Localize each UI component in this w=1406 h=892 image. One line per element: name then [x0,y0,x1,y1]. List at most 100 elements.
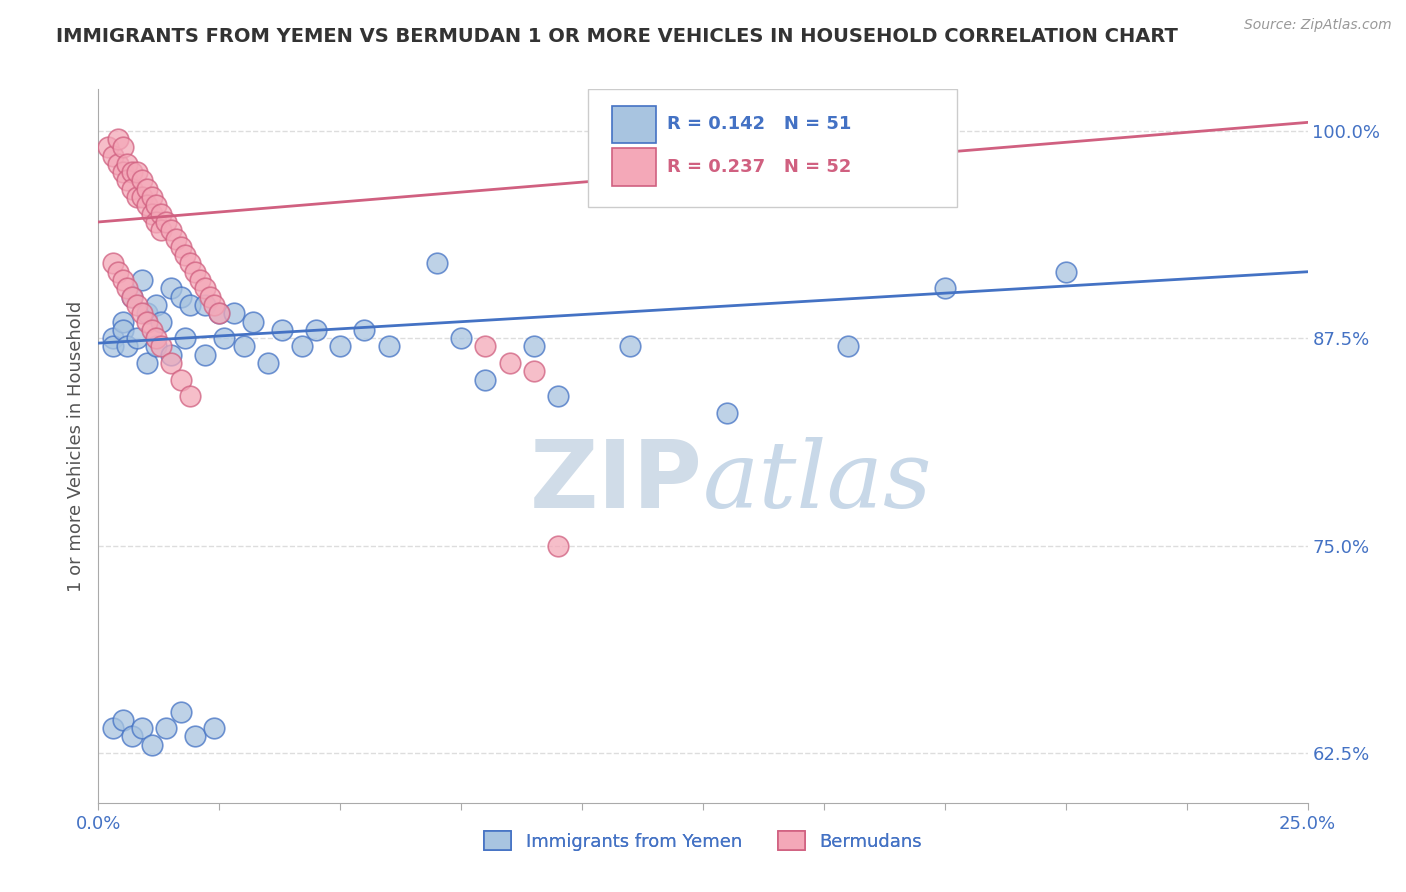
Point [256,356,278,370]
Point [208,306,231,320]
Point [208,306,231,320]
FancyBboxPatch shape [613,148,655,186]
Point [194,348,217,362]
Point [150,314,173,328]
Point [127,165,149,179]
Point [179,298,201,312]
Point [135,306,157,320]
Point [523,339,546,353]
FancyBboxPatch shape [588,89,957,207]
Point [305,323,328,337]
Point [212,331,235,345]
Point [111,314,134,328]
Point [165,231,187,245]
Point [547,539,569,553]
Point [111,323,134,337]
Point [135,182,157,196]
Point [117,339,139,353]
Point [1054,265,1077,279]
Point [101,331,124,345]
Point [474,373,496,387]
Point [127,331,149,345]
Point [145,331,167,345]
Point [155,721,177,735]
Point [523,364,546,378]
Point [194,281,217,295]
Point [97,140,120,154]
Point [150,207,173,221]
Legend: Immigrants from Yemen, Bermudans: Immigrants from Yemen, Bermudans [477,824,929,858]
Point [716,406,738,420]
Point [131,721,153,735]
Point [619,339,641,353]
Point [131,173,153,187]
Point [121,290,143,304]
Point [450,331,472,345]
Point [150,339,173,353]
Point [329,339,352,353]
Point [377,339,399,353]
Point [141,207,163,221]
Point [111,273,134,287]
Point [121,290,143,304]
Point [121,165,143,179]
Point [184,730,207,744]
Point [107,132,129,146]
Point [135,198,157,212]
Point [127,298,149,312]
Point [242,314,264,328]
Point [101,148,124,162]
Point [145,215,167,229]
FancyBboxPatch shape [613,105,655,143]
Point [188,273,211,287]
Point [426,256,449,270]
Point [111,713,134,727]
Point [160,281,183,295]
Point [121,730,143,744]
Point [135,314,157,328]
Point [353,323,375,337]
Point [145,198,167,212]
Point [169,240,191,254]
Point [150,223,173,237]
Point [837,339,859,353]
Point [204,721,226,735]
Point [179,389,201,403]
Point [131,306,153,320]
Point [101,721,124,735]
Point [145,298,167,312]
Point [117,157,139,171]
Text: R = 0.142   N = 51: R = 0.142 N = 51 [666,115,851,133]
Y-axis label: 1 or more Vehicles in Household: 1 or more Vehicles in Household [66,301,84,591]
Point [145,339,167,353]
Point [184,265,207,279]
Point [194,298,217,312]
Point [934,281,956,295]
Text: ZIP: ZIP [530,435,703,528]
Text: R = 0.237   N = 52: R = 0.237 N = 52 [666,158,851,176]
Text: IMMIGRANTS FROM YEMEN VS BERMUDAN 1 OR MORE VEHICLES IN HOUSEHOLD CORRELATION CH: IMMIGRANTS FROM YEMEN VS BERMUDAN 1 OR M… [56,27,1178,45]
Point [141,738,163,752]
Point [117,281,139,295]
Point [232,339,254,353]
Point [160,223,183,237]
Point [271,323,294,337]
Point [198,290,221,304]
Text: Source: ZipAtlas.com: Source: ZipAtlas.com [1244,18,1392,32]
Point [160,356,183,370]
Point [131,273,153,287]
Point [107,265,129,279]
Point [204,298,226,312]
Point [169,290,191,304]
Point [121,182,143,196]
Point [101,339,124,353]
Point [131,190,153,204]
Point [101,256,124,270]
Point [498,356,520,370]
Point [290,339,312,353]
Point [135,356,157,370]
Point [222,306,245,320]
Point [141,190,163,204]
Point [155,215,177,229]
Point [107,157,129,171]
